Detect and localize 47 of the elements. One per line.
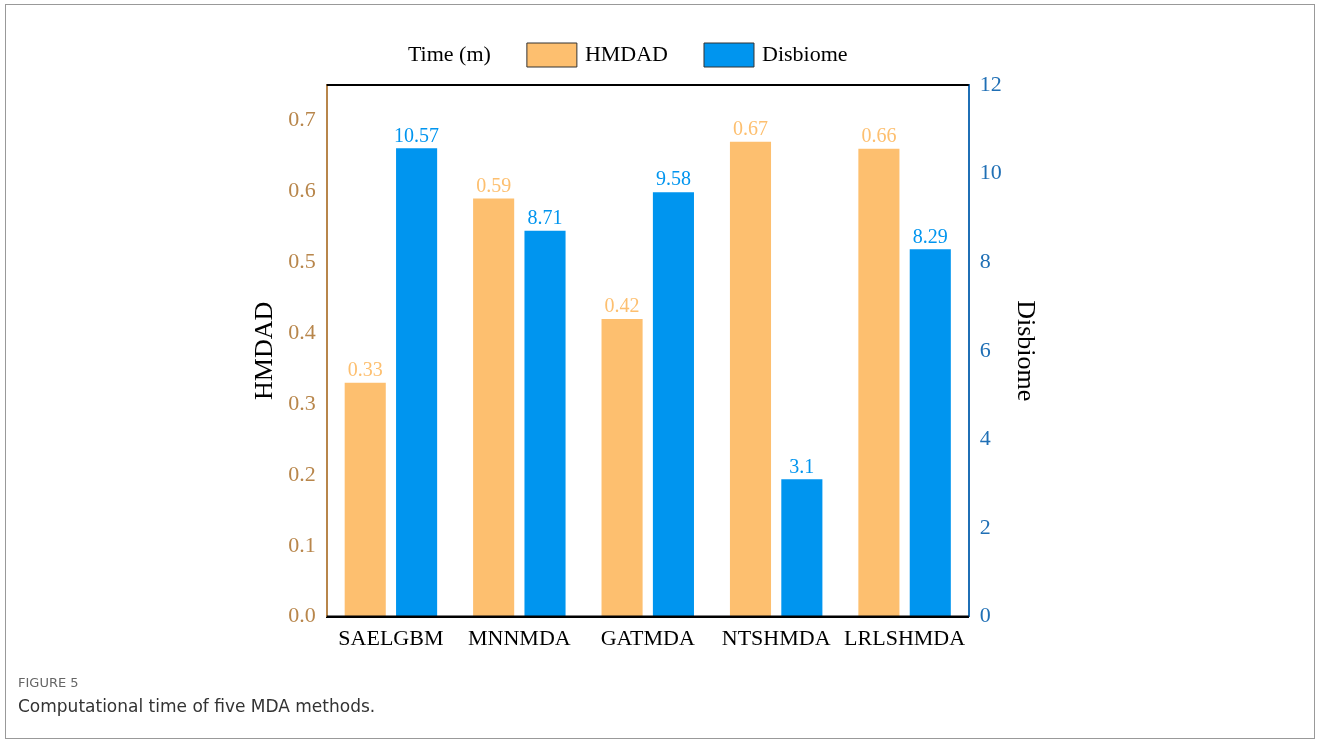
bar <box>909 249 951 617</box>
bar <box>473 198 515 617</box>
y2-tick-label: 12 <box>979 70 1002 96</box>
data-label: 0.33 <box>347 357 383 380</box>
legend-title: Time (m) <box>407 40 491 66</box>
x-tick-label: NTSHMDA <box>721 624 831 650</box>
x-tick-label: GATMDA <box>600 624 695 650</box>
data-label: 0.67 <box>732 116 768 139</box>
data-label: 8.71 <box>527 206 563 228</box>
y-tick-label: 0.0 <box>288 602 316 628</box>
bar <box>858 148 900 617</box>
bar <box>524 230 566 617</box>
data-label: 9.58 <box>655 167 691 190</box>
bar <box>729 141 772 617</box>
y-tick-label: 0.4 <box>288 318 316 344</box>
y2-axis-title: Disbiome <box>1011 300 1041 402</box>
y-tick-label: 0.6 <box>288 177 316 203</box>
y-tick-label: 0.3 <box>288 389 316 415</box>
y2-tick-label: 4 <box>979 425 991 451</box>
bar <box>396 148 438 617</box>
bar <box>652 192 694 617</box>
x-tick-label: MNNMDA <box>467 624 571 650</box>
legend-label: Disbiome <box>761 40 848 66</box>
y2-tick-label: 2 <box>979 513 991 539</box>
y2-tick-label: 10 <box>979 159 1002 185</box>
caption: FIGURE 5 <box>18 675 80 690</box>
bar <box>781 479 823 617</box>
y2-tick-label: 6 <box>979 336 991 362</box>
data-label: 3.1 <box>789 454 815 477</box>
data-label: 10.57 <box>394 123 440 146</box>
data-label: 0.42 <box>604 294 640 317</box>
y2-tick-label: 0 <box>979 602 991 628</box>
x-tick-label: LRLSHMDA <box>844 624 966 650</box>
x-tick-label: SAELGBM <box>338 624 444 650</box>
bar <box>344 382 386 617</box>
y-tick-label: 0.5 <box>288 247 316 273</box>
bar <box>601 318 643 617</box>
data-label: 0.66 <box>861 124 897 147</box>
y-axis-title: HMDAD <box>249 301 279 400</box>
data-label: 8.29 <box>912 224 948 247</box>
y-tick-label: 0.7 <box>288 106 316 132</box>
y2-tick-label: 8 <box>979 247 991 273</box>
y-tick-label: 0.2 <box>288 460 316 486</box>
data-label: 0.59 <box>476 173 512 196</box>
y-tick-label: 0.1 <box>288 531 316 557</box>
legend-label: HMDAD <box>584 40 668 66</box>
text: Computational time of five MDA methods. <box>18 696 376 716</box>
